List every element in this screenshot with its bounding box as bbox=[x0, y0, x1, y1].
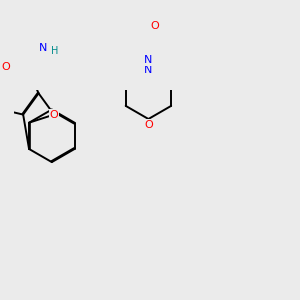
Text: O: O bbox=[151, 21, 159, 31]
Text: N: N bbox=[144, 56, 153, 65]
Text: H: H bbox=[51, 46, 59, 56]
Text: O: O bbox=[1, 61, 10, 72]
Text: N: N bbox=[144, 65, 153, 75]
Text: N: N bbox=[39, 43, 47, 53]
Text: O: O bbox=[144, 120, 153, 130]
Text: O: O bbox=[50, 110, 58, 120]
